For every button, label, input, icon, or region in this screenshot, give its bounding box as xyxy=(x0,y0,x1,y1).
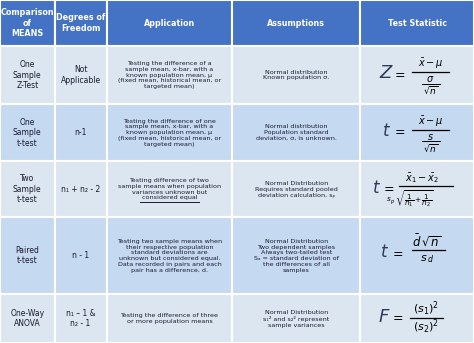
Text: Degrees of
Freedom: Degrees of Freedom xyxy=(56,13,105,33)
Text: $\bar{x} - \mu$: $\bar{x} - \mu$ xyxy=(418,115,443,129)
Text: $s$: $s$ xyxy=(427,132,434,142)
Bar xyxy=(360,104,474,162)
Bar xyxy=(360,0,474,46)
Text: $s_{\,d}$: $s_{\,d}$ xyxy=(419,253,434,265)
Text: One
Sample
Z-Test: One Sample Z-Test xyxy=(13,60,42,90)
Text: Testing the difference of three
or more population means: Testing the difference of three or more … xyxy=(120,313,219,324)
Text: $\bar{x}_1 - \bar{x}_2$: $\bar{x}_1 - \bar{x}_2$ xyxy=(405,171,439,185)
Text: Test Statistic: Test Statistic xyxy=(388,19,447,28)
Bar xyxy=(232,162,360,217)
Text: $\sqrt{n}$: $\sqrt{n}$ xyxy=(422,84,438,96)
Bar xyxy=(55,46,107,104)
Bar xyxy=(107,217,232,294)
Text: One-Way
ANOVA: One-Way ANOVA xyxy=(10,309,44,329)
Bar xyxy=(360,162,474,217)
Bar xyxy=(0,46,55,104)
Text: $s_{\,p}\,\sqrt{\dfrac{1}{n_1}+\dfrac{1}{n_2}}$: $s_{\,p}\,\sqrt{\dfrac{1}{n_1}+\dfrac{1}… xyxy=(386,188,434,210)
Text: $=$: $=$ xyxy=(392,67,406,80)
Text: Normal Distribution
s₁² and s₂² represent
sample variances: Normal Distribution s₁² and s₂² represen… xyxy=(263,310,329,328)
Bar xyxy=(107,104,232,162)
Text: $=$: $=$ xyxy=(390,310,403,323)
Text: Paired
t-test: Paired t-test xyxy=(15,246,39,265)
Text: Two
Sample
t-test: Two Sample t-test xyxy=(13,174,42,204)
Text: n₁ + n₂ - 2: n₁ + n₂ - 2 xyxy=(61,185,100,194)
Text: $\bar{d}\,\sqrt{n}$: $\bar{d}\,\sqrt{n}$ xyxy=(412,233,441,249)
Text: $=$: $=$ xyxy=(381,181,394,194)
Text: n - 1: n - 1 xyxy=(72,251,89,260)
Text: $\sigma$: $\sigma$ xyxy=(426,74,435,84)
Text: Assumptions: Assumptions xyxy=(267,19,325,28)
Bar xyxy=(0,217,55,294)
Text: $(s_2)^2$: $(s_2)^2$ xyxy=(413,318,438,336)
Bar xyxy=(0,294,55,343)
Bar xyxy=(232,217,360,294)
Text: $Z$: $Z$ xyxy=(379,64,394,82)
Text: Not
Applicable: Not Applicable xyxy=(61,66,100,85)
Text: Comparison
of
MEANS: Comparison of MEANS xyxy=(0,8,54,38)
Text: $t$: $t$ xyxy=(382,122,391,140)
Bar xyxy=(55,217,107,294)
Bar xyxy=(232,294,360,343)
Bar xyxy=(55,162,107,217)
Text: Testing difference of two
sample means when population
variances unknown but
con: Testing difference of two sample means w… xyxy=(118,178,221,200)
Text: Testing the difference of one
sample mean, x-bar, with a
known population mean, : Testing the difference of one sample mea… xyxy=(118,119,221,147)
Bar xyxy=(0,162,55,217)
Text: $F$: $F$ xyxy=(378,308,390,326)
Bar xyxy=(232,46,360,104)
Bar xyxy=(55,104,107,162)
Text: n₁ – 1 &
n₂ - 1: n₁ – 1 & n₂ - 1 xyxy=(66,309,95,329)
Bar xyxy=(107,162,232,217)
Bar xyxy=(232,0,360,46)
Bar xyxy=(360,294,474,343)
Text: Normal distribution
Population standard
deviation, σ, is unknown.: Normal distribution Population standard … xyxy=(256,124,337,141)
Text: $(s_1)^2$: $(s_1)^2$ xyxy=(413,300,438,318)
Bar xyxy=(0,0,55,46)
Bar xyxy=(232,104,360,162)
Bar xyxy=(55,0,107,46)
Text: $\bar{x} - \mu$: $\bar{x} - \mu$ xyxy=(418,57,443,71)
Bar xyxy=(107,0,232,46)
Text: $t$: $t$ xyxy=(372,179,382,197)
Text: Normal distribution
Known population σ.: Normal distribution Known population σ. xyxy=(263,70,329,81)
Text: Application: Application xyxy=(144,19,195,28)
Text: $\sqrt{n}$: $\sqrt{n}$ xyxy=(422,142,438,154)
Text: Testing the difference of a
sample mean, x-bar, with a
known population mean, μ
: Testing the difference of a sample mean,… xyxy=(118,61,221,89)
Bar xyxy=(107,294,232,343)
Bar xyxy=(0,104,55,162)
Text: n-1: n-1 xyxy=(74,128,87,137)
Text: $t$: $t$ xyxy=(380,244,390,261)
Text: $=$: $=$ xyxy=(390,246,403,259)
Bar xyxy=(55,294,107,343)
Bar xyxy=(360,46,474,104)
Text: One
Sample
t-test: One Sample t-test xyxy=(13,118,42,147)
Bar xyxy=(107,46,232,104)
Text: Testing two sample means when
their respective population
standard deviations ar: Testing two sample means when their resp… xyxy=(117,239,222,273)
Text: Normal Distribution
Two dependent samples
Always two-tailed test
Sₐ = standard d: Normal Distribution Two dependent sample… xyxy=(254,239,339,273)
Text: Normal Distribution
Requires standard pooled
deviation calculation, sₚ: Normal Distribution Requires standard po… xyxy=(255,181,337,198)
Text: $=$: $=$ xyxy=(392,125,406,138)
Bar xyxy=(360,217,474,294)
